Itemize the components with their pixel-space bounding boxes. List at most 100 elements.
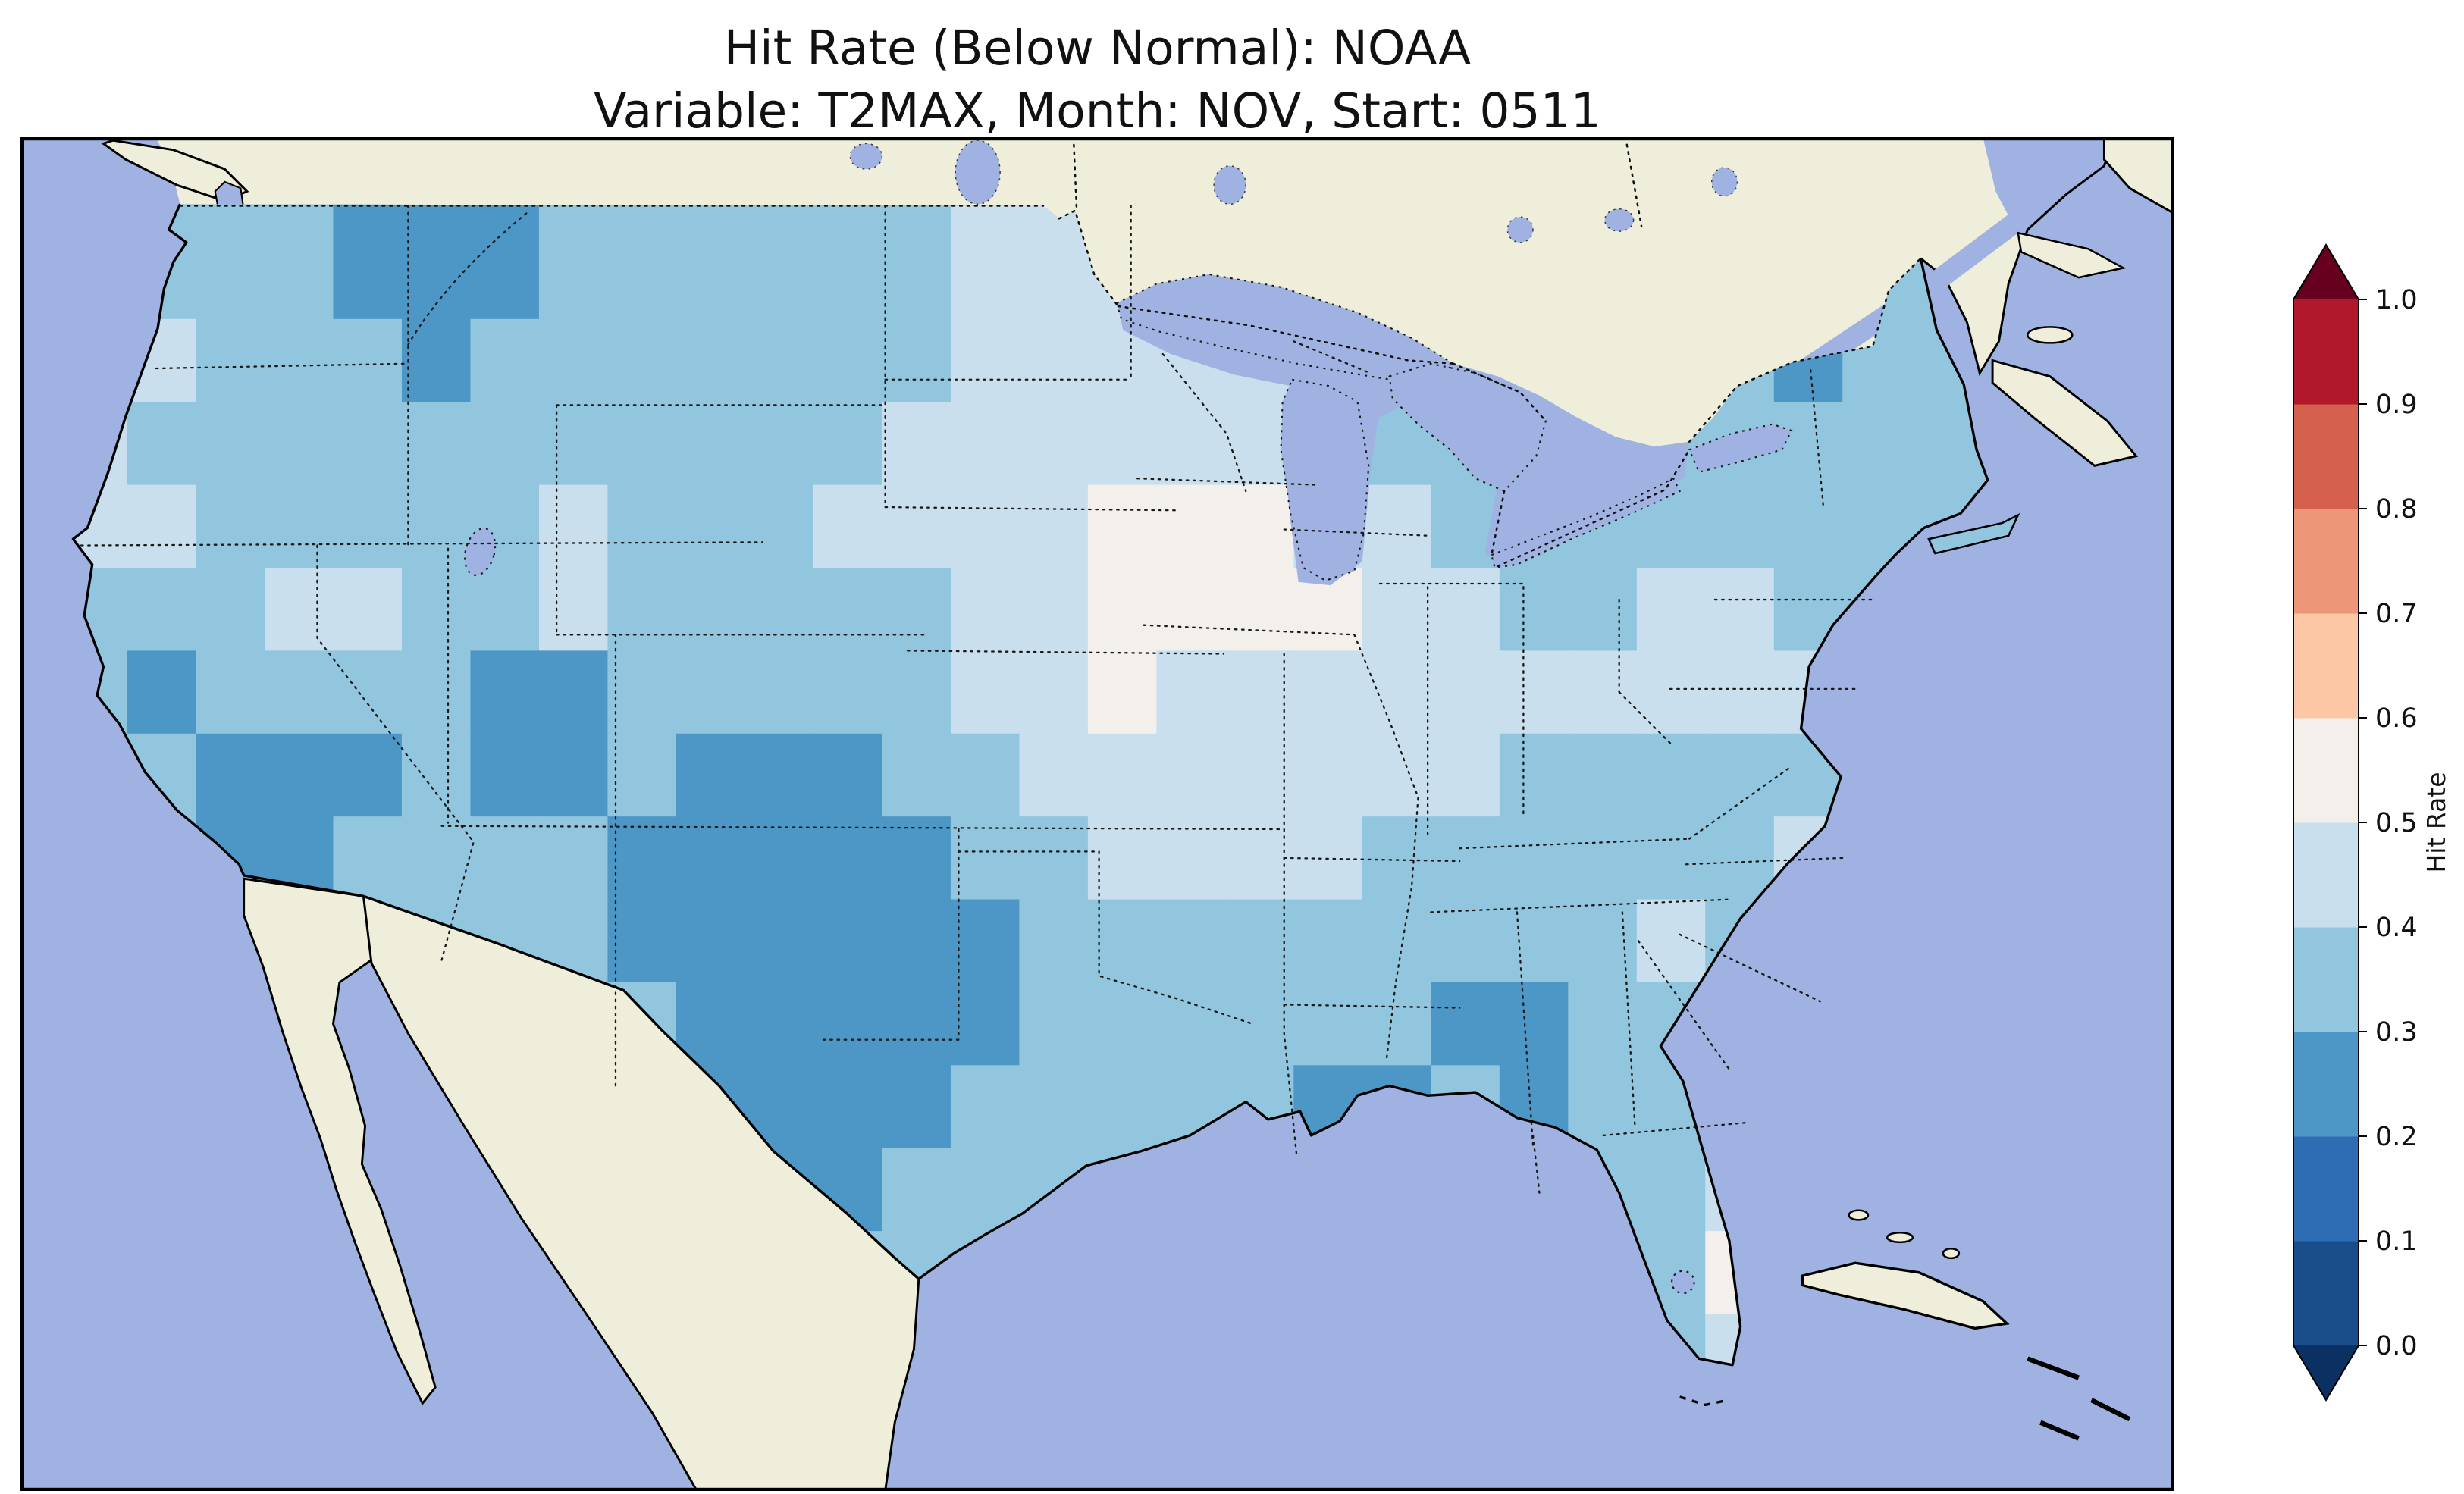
heatmap-cell [196, 733, 266, 818]
heatmap-cell [1224, 733, 1295, 818]
heatmap-cell [1431, 650, 1501, 735]
heatmap-cell [264, 318, 334, 403]
heatmap-cell [538, 816, 609, 900]
state-borders-layer [80, 205, 1876, 1194]
colorbar-tick-label: 0.9 [2375, 390, 2418, 420]
heatmap-cell [607, 650, 678, 735]
heatmap-cell [1156, 402, 1227, 486]
heatmap-cell [1156, 982, 1227, 1066]
heatmap-cell [333, 567, 403, 652]
heatmap-cell [1499, 899, 1569, 984]
bahamas-island [1942, 1247, 1961, 1260]
heatmap-cell [745, 982, 815, 1066]
heatmap-cell [1019, 650, 1089, 735]
heatmap-cell [1568, 650, 1638, 735]
heatmap-cell [1499, 733, 1569, 818]
heatmap-cell [1019, 816, 1089, 900]
heatmap-cell [745, 650, 815, 735]
heatmap-cell [401, 650, 472, 735]
map-svg [20, 137, 2174, 1491]
heatmap-cell [1636, 899, 1707, 984]
heatmap-cell [333, 650, 403, 735]
heatmap-cell [1568, 982, 1638, 1066]
heatmap-cell [950, 402, 1020, 486]
heatmap-cell [196, 484, 266, 569]
heatmap-cell [676, 484, 746, 569]
heatmap-cell [196, 318, 266, 403]
heatmap-cell [607, 318, 678, 403]
heatmap-cell [470, 733, 541, 818]
axes-frame [20, 137, 2174, 1491]
heatmap-cell [538, 733, 609, 818]
map-figure [20, 137, 2174, 1491]
heatmap-cell [882, 899, 952, 984]
heatmap-cell [745, 484, 815, 569]
heatmap-cell [882, 484, 952, 569]
us-coastline [71, 203, 1989, 1367]
heatmap-cell [470, 650, 541, 735]
newfoundland [2102, 137, 2174, 215]
heatmap-cell [264, 650, 334, 735]
heatmap-cell [1019, 567, 1089, 652]
heatmap-cell [1773, 402, 1844, 486]
heatmap-cell [333, 484, 403, 569]
heatmap-cell [1156, 733, 1227, 818]
colorbar: 0.0 0.1 0.2 0.3 0.4 0.5 0.6 0.7 0.8 0.9 1.0 Hit Ra… [2259, 227, 2464, 1471]
heatmap-cell [1224, 484, 1295, 569]
heatmap-cell [1636, 1148, 1707, 1232]
colorbar-band [2293, 1241, 2359, 1346]
heatmap-cell [882, 318, 952, 403]
heatmap-cell [676, 402, 746, 486]
heatmap-cell [1773, 484, 1844, 569]
colorbar-band [2293, 613, 2359, 719]
heatmap-cell [127, 650, 197, 735]
heatmap-cell [470, 236, 541, 321]
heatmap-cell [264, 733, 334, 818]
heatmap-cell [607, 236, 678, 321]
lake-okeechobee [1671, 1270, 1695, 1295]
heatmap-cell [1636, 567, 1707, 652]
heatmap-cell [1087, 982, 1158, 1066]
bahamas-island [1886, 1231, 1914, 1244]
heatmap-cell [538, 236, 609, 321]
heatmap-cell [1019, 899, 1089, 984]
heatmap-cell [607, 567, 678, 652]
heatmap-cell [1362, 899, 1432, 984]
heatmap-cell [1293, 733, 1364, 818]
heatmap-cell [882, 1065, 952, 1149]
heatmap-cell [1224, 982, 1295, 1066]
bahamas-island [1848, 1209, 1870, 1221]
heatmap-cell [196, 650, 266, 735]
colorbar-tick-label: 0.1 [2375, 1226, 2418, 1257]
heatmap-cell [950, 1065, 1020, 1149]
heatmap-cell [1087, 650, 1158, 735]
heatmap-cell [1636, 733, 1707, 818]
heatmap-cell [127, 567, 197, 652]
colorbar-bands [2293, 245, 2359, 1400]
heatmap-cell [676, 650, 746, 735]
heatmap-cell [1019, 982, 1089, 1066]
heatmap-cell [882, 204, 952, 237]
heatmap-cell [950, 816, 1020, 900]
heatmap-cell [1019, 484, 1089, 569]
colorbar-svg: 0.0 0.1 0.2 0.3 0.4 0.5 0.6 0.7 0.8 0.9 1.0 Hit Ra… [2293, 243, 2451, 1402]
heatmap-cell [333, 236, 403, 321]
heatmap-cell [882, 236, 952, 321]
heatmap-cell [607, 402, 678, 486]
heatmap-cell [1224, 567, 1295, 652]
heatmap-cell [1362, 816, 1432, 900]
heatmap-cell [401, 236, 472, 321]
heatmap-cell [196, 236, 266, 321]
heatmap-cell [264, 402, 334, 486]
colorbar-band [2293, 509, 2359, 614]
antilles-coast-dashes [2027, 1356, 2131, 1441]
heatmap-cell [1568, 899, 1638, 984]
heatmap-cell [1019, 1065, 1089, 1149]
heatmap-cell [1362, 484, 1432, 569]
heatmap-cell [196, 204, 266, 237]
heatmap-cell [470, 567, 541, 652]
heatmap-cell [745, 402, 815, 486]
heatmap-cell [1224, 899, 1295, 984]
heatmap-cell [813, 484, 883, 569]
heatmap-cell [676, 733, 746, 818]
